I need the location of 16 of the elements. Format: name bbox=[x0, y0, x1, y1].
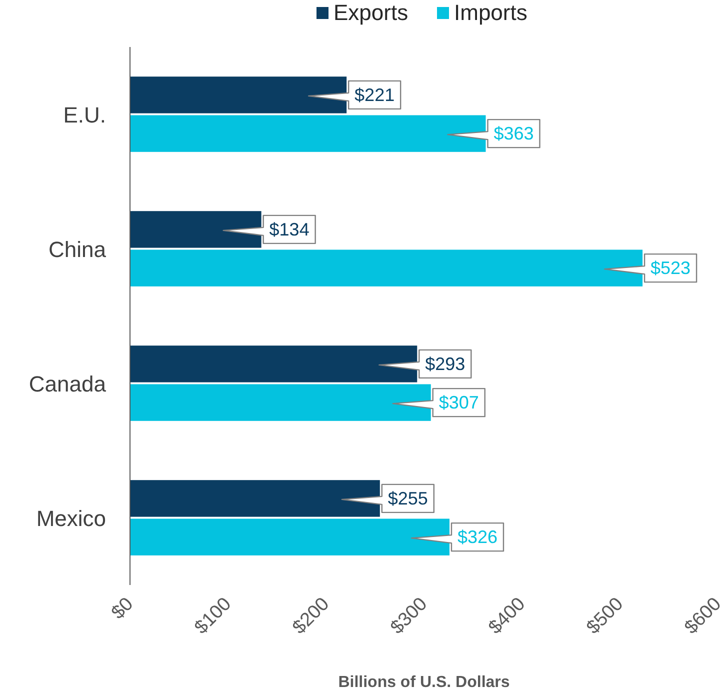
y-tick-label: Canada bbox=[28, 371, 107, 396]
y-tick-label: Mexico bbox=[36, 506, 106, 531]
data-label: $326 bbox=[457, 527, 498, 548]
data-label: $363 bbox=[494, 124, 534, 144]
data-label: $255 bbox=[388, 488, 428, 508]
y-tick-label: E.U. bbox=[63, 102, 106, 128]
x-axis-title: Billions of U.S. Dollars bbox=[338, 674, 510, 691]
data-label: $221 bbox=[354, 84, 395, 105]
data-label: $293 bbox=[425, 354, 466, 374]
y-tick-label: China bbox=[48, 236, 107, 262]
x-tick-label: $0 bbox=[108, 594, 138, 624]
data-label: $307 bbox=[438, 392, 479, 413]
legend-label: Exports bbox=[334, 0, 408, 25]
data-label: $523 bbox=[650, 258, 691, 278]
legend-label: Imports bbox=[454, 0, 528, 25]
data-label: $134 bbox=[269, 219, 310, 240]
